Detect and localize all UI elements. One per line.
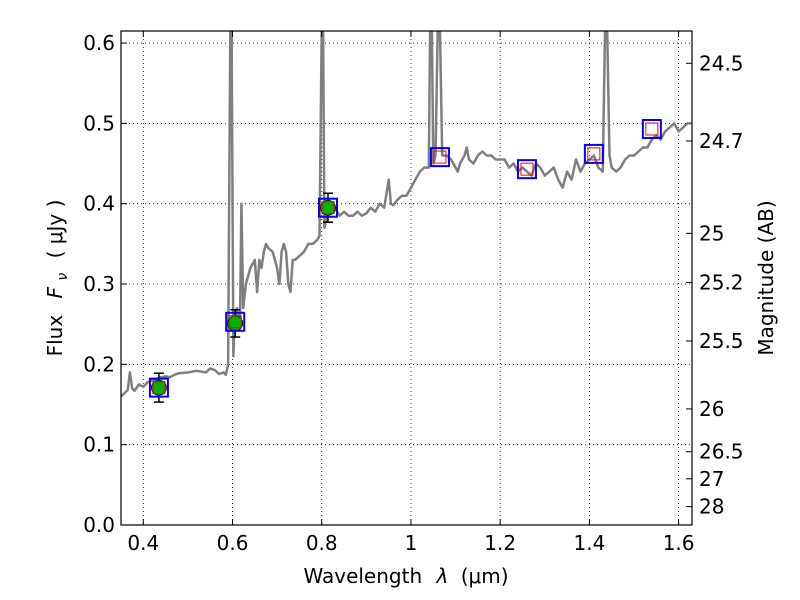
observed-point <box>320 199 336 216</box>
y-tick-label: 0.1 <box>83 433 115 457</box>
model-point-box <box>516 159 537 180</box>
x-axis-label-unit: (μm) <box>461 564 509 588</box>
model-point-box <box>317 197 338 218</box>
model-point-inner <box>587 147 601 161</box>
y-axis-label-unit: ( μJy ) <box>43 200 67 259</box>
plot-frame <box>120 30 693 526</box>
x-tick-label: 0.8 <box>306 531 338 555</box>
x-axis-label-text: Wavelength <box>303 564 422 588</box>
y-tick-label: 0.0 <box>83 513 115 537</box>
model-point-inner <box>228 315 242 329</box>
model-point-inner <box>152 381 166 395</box>
y-tick-label: 0.6 <box>83 31 115 55</box>
model-point-inner <box>321 201 335 215</box>
y-tick-label: 0.4 <box>83 192 115 216</box>
x-tick-label: 1 <box>405 531 418 555</box>
y2-axis-label: Magnitude (AB) <box>754 200 778 355</box>
y2-tick-label: 25 <box>699 221 724 245</box>
y-tick-label: 0.3 <box>83 272 115 296</box>
y-tick-label: 0.5 <box>83 111 115 135</box>
model-point-box <box>225 311 246 332</box>
y2-tick-label: 24.7 <box>699 129 744 153</box>
y-axis-label-text: Flux <box>43 315 67 357</box>
x-axis-label-symbol: λ <box>436 564 449 588</box>
model-point-box <box>641 118 662 139</box>
model-point-box <box>583 143 604 164</box>
y2-tick-label: 28 <box>699 495 724 519</box>
model-point-box <box>148 377 169 398</box>
model-spectrum-line <box>121 31 692 398</box>
y-tick-label: 0.2 <box>83 352 115 376</box>
y2-tick-label: 24.5 <box>699 51 744 75</box>
x-tick-label: 1.2 <box>484 531 516 555</box>
observed-point <box>227 315 244 332</box>
y2-tick-label: 26 <box>699 397 724 421</box>
model-spectrum <box>121 31 692 398</box>
axis-ticks: 0.4 0.6 0.8 1 1.2 1.4 1.6 0.0 0.1 0.2 0.3 0.4 0.5 0.6… <box>83 31 744 555</box>
y2-tick-label: 25.2 <box>699 270 744 294</box>
y-axis-label-subscript: ν <box>55 273 71 281</box>
x-tick-label: 0.4 <box>127 531 159 555</box>
model-point-inner <box>433 150 447 164</box>
y-axis-label: Flux F ν ( μJy ) <box>43 200 72 357</box>
y2-tick-label: 25.5 <box>699 329 744 353</box>
y2-tick-label: 27 <box>699 467 724 491</box>
observed-point <box>151 379 167 396</box>
grid <box>121 31 692 526</box>
x-tick-label: 0.6 <box>217 531 249 555</box>
model-point-box <box>429 147 450 168</box>
photometry-points <box>148 118 662 403</box>
x-tick-label: 1.6 <box>663 531 695 555</box>
x-axis-label: Wavelength λ (μm) <box>303 564 508 588</box>
y2-tick-label: 26.5 <box>699 440 744 464</box>
y-axis-label-symbol: F <box>43 286 67 298</box>
x-tick-label: 1.4 <box>573 531 605 555</box>
model-point-inner <box>520 162 534 176</box>
model-point-inner <box>645 122 659 136</box>
